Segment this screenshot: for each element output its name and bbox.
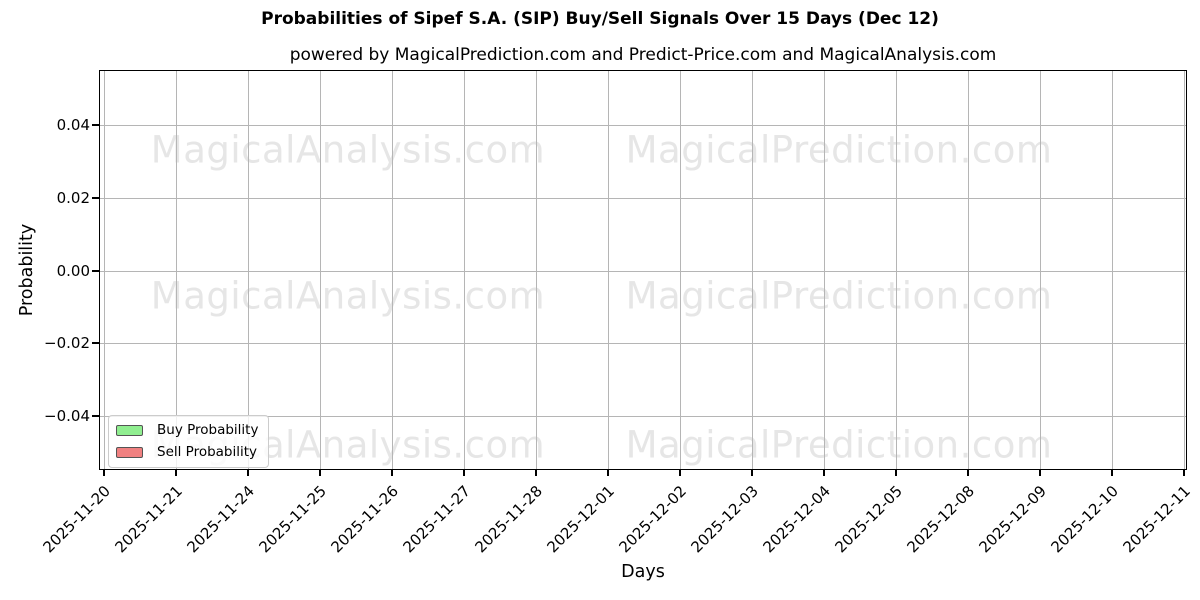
y-tick-mark xyxy=(92,269,99,272)
x-tick-label-text: 2025-12-09 xyxy=(975,482,1050,557)
chart-title: Probabilities of Sipef S.A. (SIP) Buy/Se… xyxy=(261,9,939,29)
x-tick-mark xyxy=(895,470,897,476)
x-tick-mark xyxy=(1039,470,1041,476)
x-tick-mark xyxy=(607,470,609,476)
x-gridline xyxy=(608,70,609,470)
x-tick-mark xyxy=(679,470,681,476)
watermark-prediction: MagicalPrediction.com xyxy=(625,423,1053,467)
x-tick-mark xyxy=(319,470,321,476)
x-gridline xyxy=(968,70,969,470)
x-axis-label: Days xyxy=(621,562,665,582)
x-tick-mark xyxy=(967,470,969,476)
x-tick-mark xyxy=(1111,470,1113,476)
x-tick-label-text: 2025-11-27 xyxy=(399,482,474,557)
y-tick-mark xyxy=(92,415,99,417)
buy-swatch xyxy=(116,425,143,436)
x-gridline xyxy=(536,70,537,470)
y-gridline xyxy=(99,125,1187,126)
y-tick-label: −0.04 xyxy=(44,407,90,425)
y-tick-label: −0.02 xyxy=(44,334,90,353)
legend-label-buy: Buy Probability xyxy=(157,422,259,438)
x-tick-label-text: 2025-11-24 xyxy=(183,482,258,557)
y-tick-label: 0.00 xyxy=(56,261,90,280)
x-gridline xyxy=(1040,70,1041,470)
y-gridline xyxy=(99,197,1187,199)
x-gridline xyxy=(176,70,177,470)
watermark-prediction: MagicalPrediction.com xyxy=(625,274,1053,318)
x-gridline xyxy=(680,70,681,470)
x-tick-mark xyxy=(535,470,537,476)
x-gridline xyxy=(1184,70,1185,470)
x-tick-label-text: 2025-12-03 xyxy=(687,482,762,557)
x-gridline xyxy=(320,70,321,470)
y-gridline xyxy=(99,343,1187,345)
y-tick-mark xyxy=(92,196,99,199)
x-tick-label-text: 2025-12-02 xyxy=(615,482,690,557)
legend-item-sell: Sell Probability xyxy=(116,445,258,460)
x-tick-mark xyxy=(463,470,465,476)
legend: Buy Probability Sell Probability xyxy=(108,415,270,468)
legend-label-sell: Sell Probability xyxy=(157,444,258,460)
x-tick-label-text: 2025-12-08 xyxy=(903,482,978,557)
y-tick-label: 0.02 xyxy=(56,188,90,207)
x-tick-mark xyxy=(391,470,393,476)
chart-subtitle: powered by MagicalPrediction.com and Pre… xyxy=(289,45,997,65)
y-gridline xyxy=(99,270,1187,272)
x-tick-mark xyxy=(1183,470,1185,476)
x-tick-mark xyxy=(247,470,249,476)
sell-swatch xyxy=(116,447,143,458)
x-gridline xyxy=(824,70,825,470)
watermark-prediction: MagicalPrediction.com xyxy=(625,128,1053,172)
x-tick-label-text: 2025-12-11 xyxy=(1119,482,1194,557)
legend-item-buy: Buy Probability xyxy=(116,423,258,438)
x-gridline xyxy=(752,70,753,470)
x-gridline xyxy=(104,70,105,470)
x-tick-mark xyxy=(823,470,825,476)
y-tick-label: 0.04 xyxy=(56,116,90,134)
x-tick-label-text: 2025-11-26 xyxy=(327,482,402,557)
x-gridline xyxy=(392,70,393,470)
x-tick-label-text: 2025-11-20 xyxy=(39,482,114,557)
x-tick-label-text: 2025-12-04 xyxy=(759,482,834,557)
watermark-analysis: MagicalAnalysis.com xyxy=(150,274,546,318)
x-tick-mark xyxy=(175,470,177,476)
x-tick-label-text: 2025-12-01 xyxy=(543,482,618,557)
x-gridline xyxy=(464,70,465,470)
x-tick-label-text: 2025-12-05 xyxy=(831,482,906,557)
x-tick-label-text: 2025-11-25 xyxy=(255,482,330,557)
x-tick-label-text: 2025-11-21 xyxy=(111,482,186,557)
y-tick-mark xyxy=(92,124,99,126)
x-tick-label-text: 2025-12-10 xyxy=(1047,482,1122,557)
x-tick-mark xyxy=(103,470,105,476)
watermark-analysis: MagicalAnalysis.com xyxy=(150,128,546,172)
x-tick-label-text: 2025-11-28 xyxy=(471,482,546,557)
y-tick-mark xyxy=(92,342,99,345)
x-tick-mark xyxy=(751,470,753,476)
x-gridline xyxy=(896,70,897,470)
y-gridline xyxy=(99,416,1187,417)
x-gridline xyxy=(248,70,249,470)
x-gridline xyxy=(1112,70,1113,470)
